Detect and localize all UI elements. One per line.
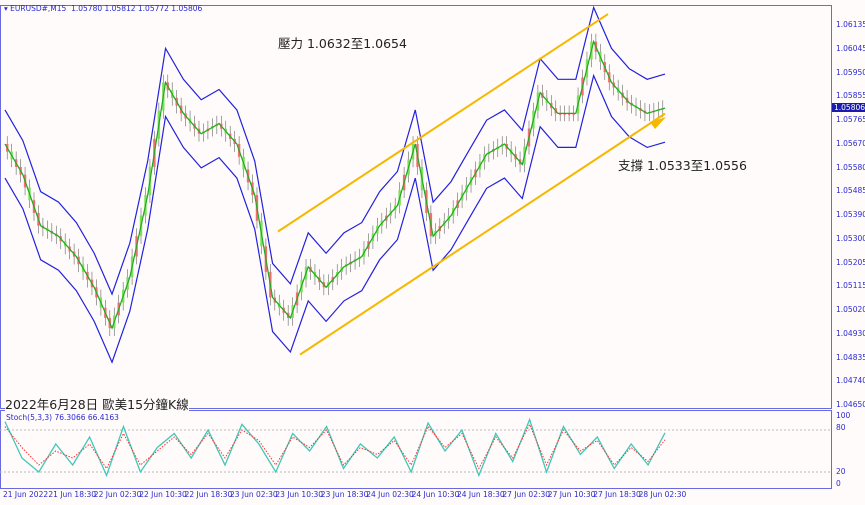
time-tick-label: 22 Jun 18:30: [184, 490, 233, 499]
price-tick-label: 1.05485: [836, 186, 865, 196]
candle: [563, 113, 566, 115]
time-tick-label: 24 Jun 18:30: [457, 490, 505, 499]
time-tick-label: 22 Jun 10:30: [139, 490, 187, 499]
lower-band: [4, 73, 666, 364]
channel-lower-line: [299, 112, 666, 356]
ohlc-values: 1.05780 1.05812 1.05772 1.05806: [71, 4, 203, 13]
chart-header: ▾ EURUSD#,M15 1.05780 1.05812 1.05772 1.…: [4, 4, 203, 13]
time-tick-label: 22 Jun 02:30: [93, 490, 142, 499]
stoch-tick-label: 0: [836, 479, 841, 488]
price-tick-label: 1.05205: [836, 257, 865, 267]
time-tick-label: 23 Jun 10:30: [275, 490, 324, 499]
price-tick-label: 1.05765: [836, 115, 865, 124]
resistance-annotation: 壓力 1.0632至1.0654: [278, 36, 407, 51]
moving-average: [4, 39, 666, 330]
price-tick-label: 1.05855: [836, 91, 865, 101]
time-tick-label: 24 Jun 10:30: [411, 490, 460, 499]
price-tick-label: 1.05390: [836, 210, 865, 219]
main-panel-border: [0, 5, 832, 409]
price-tick-label: 1.04835: [836, 352, 865, 362]
upper-band: [4, 5, 666, 296]
stoch-label: Stoch(5,3,3) 76.3066 66.4163: [6, 413, 119, 422]
price-tick-label: 1.05020: [836, 305, 865, 314]
time-tick-label: 27 Jun 18:30: [593, 490, 641, 499]
price-tick-label: 1.04740: [836, 376, 865, 386]
time-tick-label: 24 Jun 02:30: [366, 490, 414, 499]
price-tick-label: 1.05580: [836, 162, 865, 172]
price-tick-label: 1.06135: [836, 20, 865, 29]
arrow-marker: [650, 117, 666, 129]
candle: [567, 113, 571, 115]
candle: [559, 113, 562, 115]
current-price-tag: 1.05806: [832, 103, 865, 112]
time-tick-label: 27 Jun 02:30: [502, 490, 551, 499]
chart-caption: 2022年6月28日 歐美15分鐘K線: [5, 394, 189, 413]
price-tick-label: 1.05670: [836, 138, 865, 148]
symbol-label: EURUSD#,M15: [10, 4, 67, 13]
candle: [572, 113, 575, 115]
time-tick-label: 28 Jun 02:30: [638, 490, 687, 499]
price-tick-label: 1.04930: [836, 328, 865, 338]
time-tick-label: 21 Jun 18:30: [48, 490, 97, 499]
middle-band: [4, 40, 666, 330]
time-tick-label: 21 Jun 2022: [3, 490, 49, 499]
stoch-tick-label: 100: [836, 411, 851, 420]
time-tick-label: 27 Jun 10:30: [547, 490, 596, 499]
price-tick-label: 1.04650: [836, 400, 865, 409]
stoch-main-line: [4, 417, 666, 478]
time-tick-label: 23 Jun 02:30: [230, 490, 278, 499]
stoch-signal-line: [4, 423, 666, 470]
stoch-panel-border: [0, 410, 832, 489]
channel-upper-line: [277, 13, 609, 233]
price-tick-label: 1.05115: [836, 281, 865, 291]
stoch-tick-label: 80: [836, 423, 846, 432]
time-tick-label: 23 Jun 18:30: [320, 490, 369, 499]
price-tick-label: 1.05300: [836, 233, 865, 243]
stoch-tick-label: 20: [836, 467, 846, 476]
price-tick-label: 1.06045: [836, 43, 865, 53]
support-annotation: 支撐 1.0533至1.0556: [618, 158, 747, 173]
price-tick-label: 1.05950: [836, 67, 865, 77]
